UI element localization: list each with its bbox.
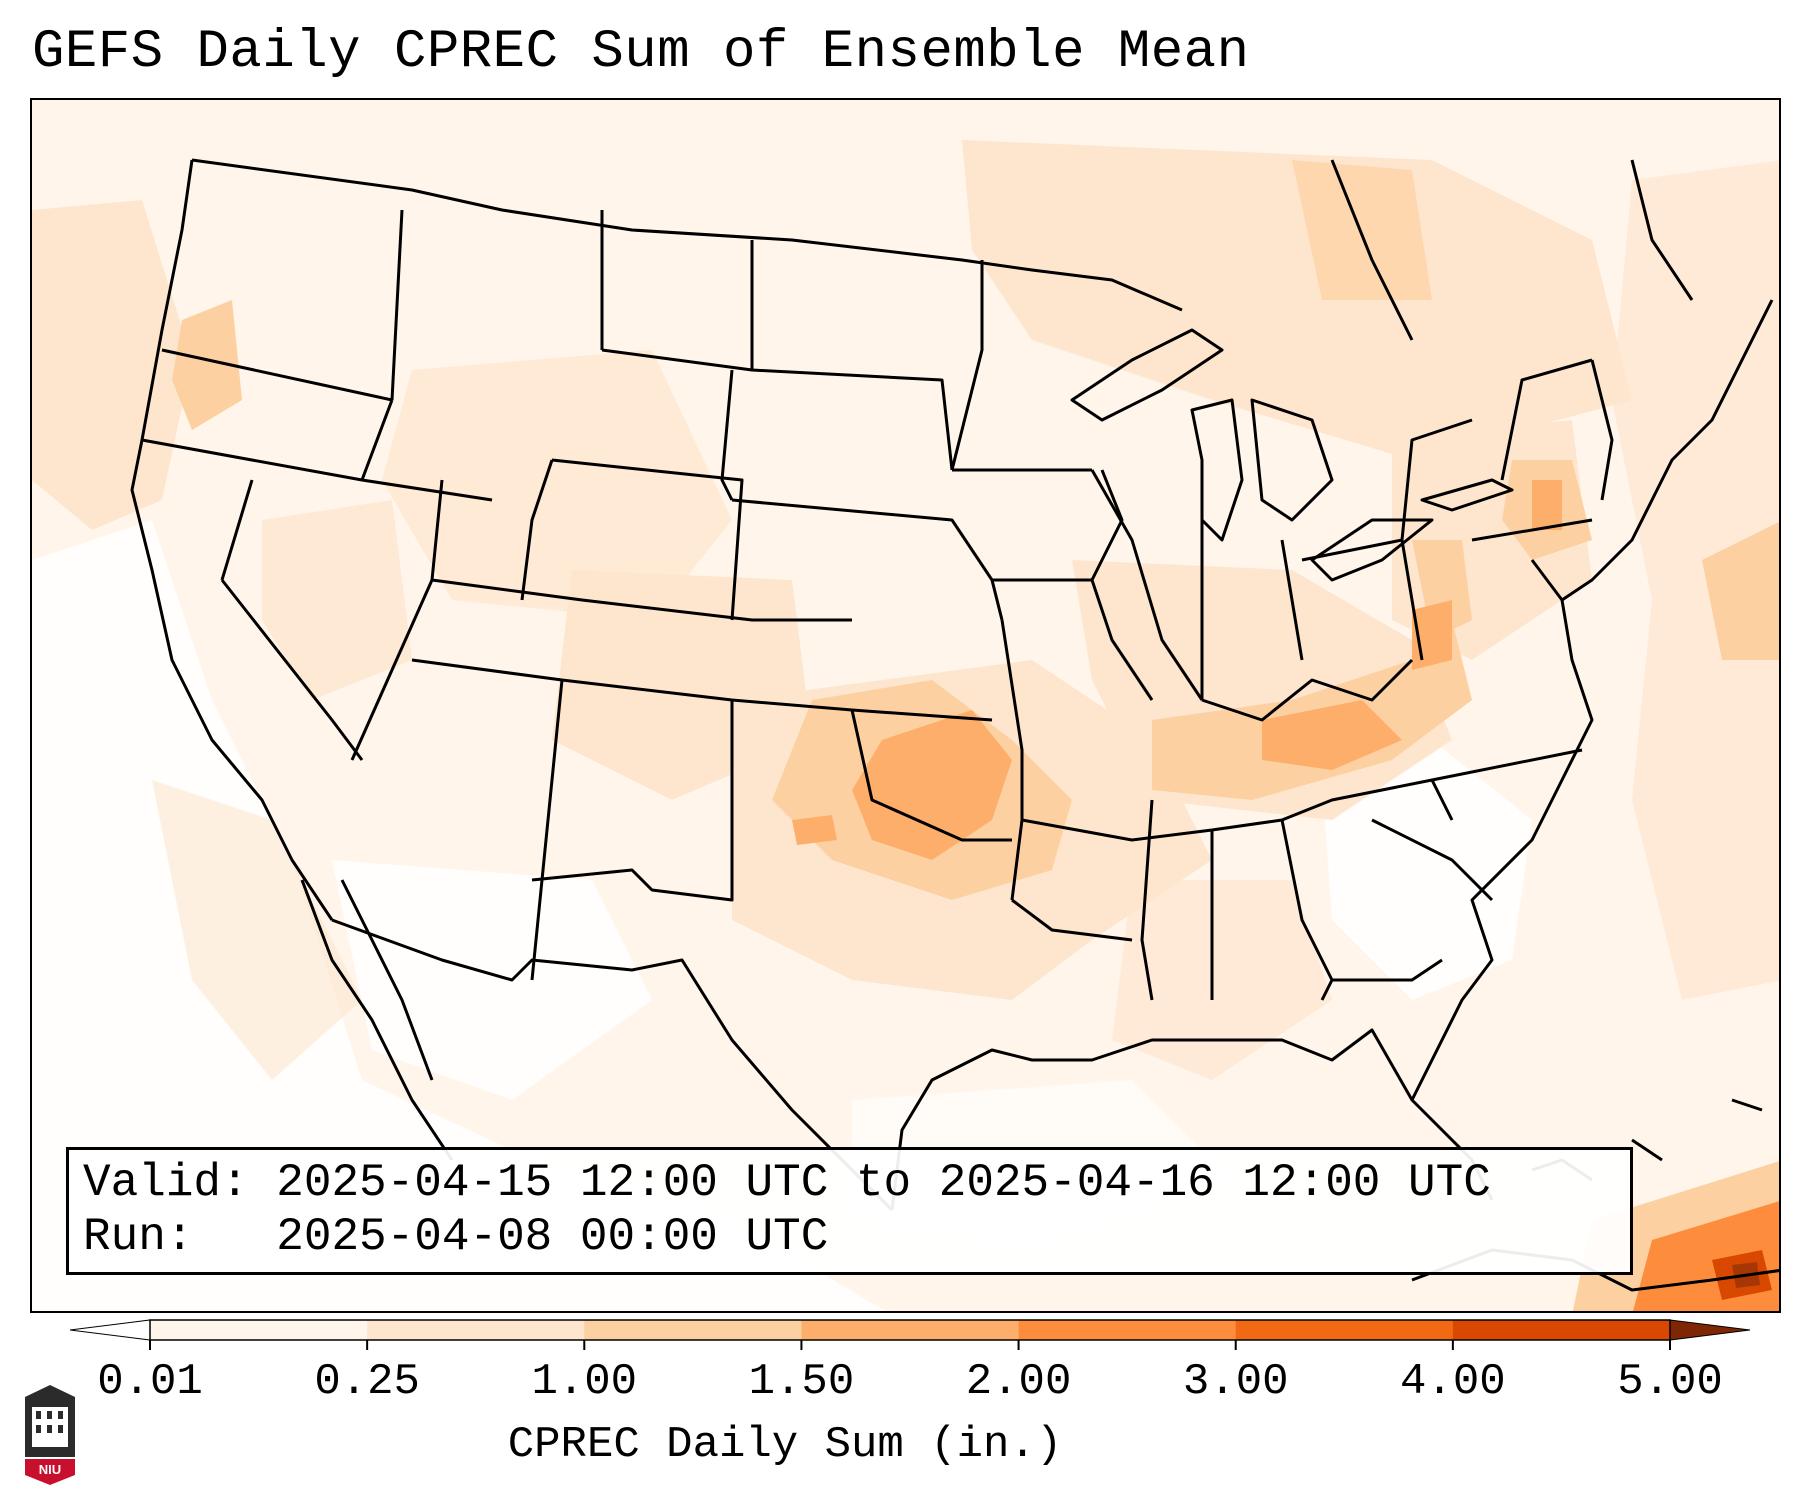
valid-run-info-box: Valid: 2025-04-15 12:00 UTC to 2025-04-1… xyxy=(66,1147,1633,1275)
colorbar-tick-label: 2.00 xyxy=(965,1357,1072,1407)
colorbar-segment xyxy=(1235,1320,1454,1340)
colorbar-extend-low xyxy=(70,1319,151,1341)
colorbar-title: CPREC Daily Sum (in.) xyxy=(507,1420,1063,1470)
colorbar-segment xyxy=(1452,1320,1671,1340)
colorbar-segments xyxy=(150,1320,1671,1340)
colorbar-tick-label: 4.00 xyxy=(1400,1357,1506,1407)
colorbar-segment xyxy=(150,1320,368,1340)
run-time-text: Run: 2025-04-08 00:00 UTC xyxy=(83,1211,829,1263)
colorbar-ticks xyxy=(149,1340,1671,1350)
colorbar-tick-label: 3.00 xyxy=(1182,1357,1289,1407)
precipitation-map xyxy=(30,98,1781,1313)
valid-time-text: Valid: 2025-04-15 12:00 UTC to 2025-04-1… xyxy=(83,1157,1491,1209)
colorbar-segment xyxy=(584,1320,802,1340)
map-title: GEFS Daily CPREC Sum of Ensemble Mean xyxy=(32,22,1250,83)
niu-logo-text: NIU xyxy=(39,1462,61,1477)
colorbar-tick-label: 5.00 xyxy=(1617,1357,1723,1407)
colorbar-segment xyxy=(801,1320,1020,1340)
colorbar-extend-high xyxy=(1669,1319,1750,1341)
colorbar-tick-label: 0.25 xyxy=(314,1357,420,1407)
precip-shading xyxy=(32,100,1779,1311)
colorbar xyxy=(70,1319,1750,1350)
niu-logo-banner xyxy=(25,1459,75,1485)
colorbar-segment xyxy=(1018,1320,1237,1340)
colorbar-tick-label: 0.01 xyxy=(97,1357,203,1407)
colorbar-tick-label: 1.00 xyxy=(531,1357,638,1407)
colorbar-segment xyxy=(367,1320,585,1340)
colorbar-tick-label: 1.50 xyxy=(748,1357,855,1407)
niu-logo: NIU xyxy=(25,1385,75,1485)
colorbar-outline xyxy=(149,1319,1671,1341)
map-canvas xyxy=(32,100,1779,1311)
